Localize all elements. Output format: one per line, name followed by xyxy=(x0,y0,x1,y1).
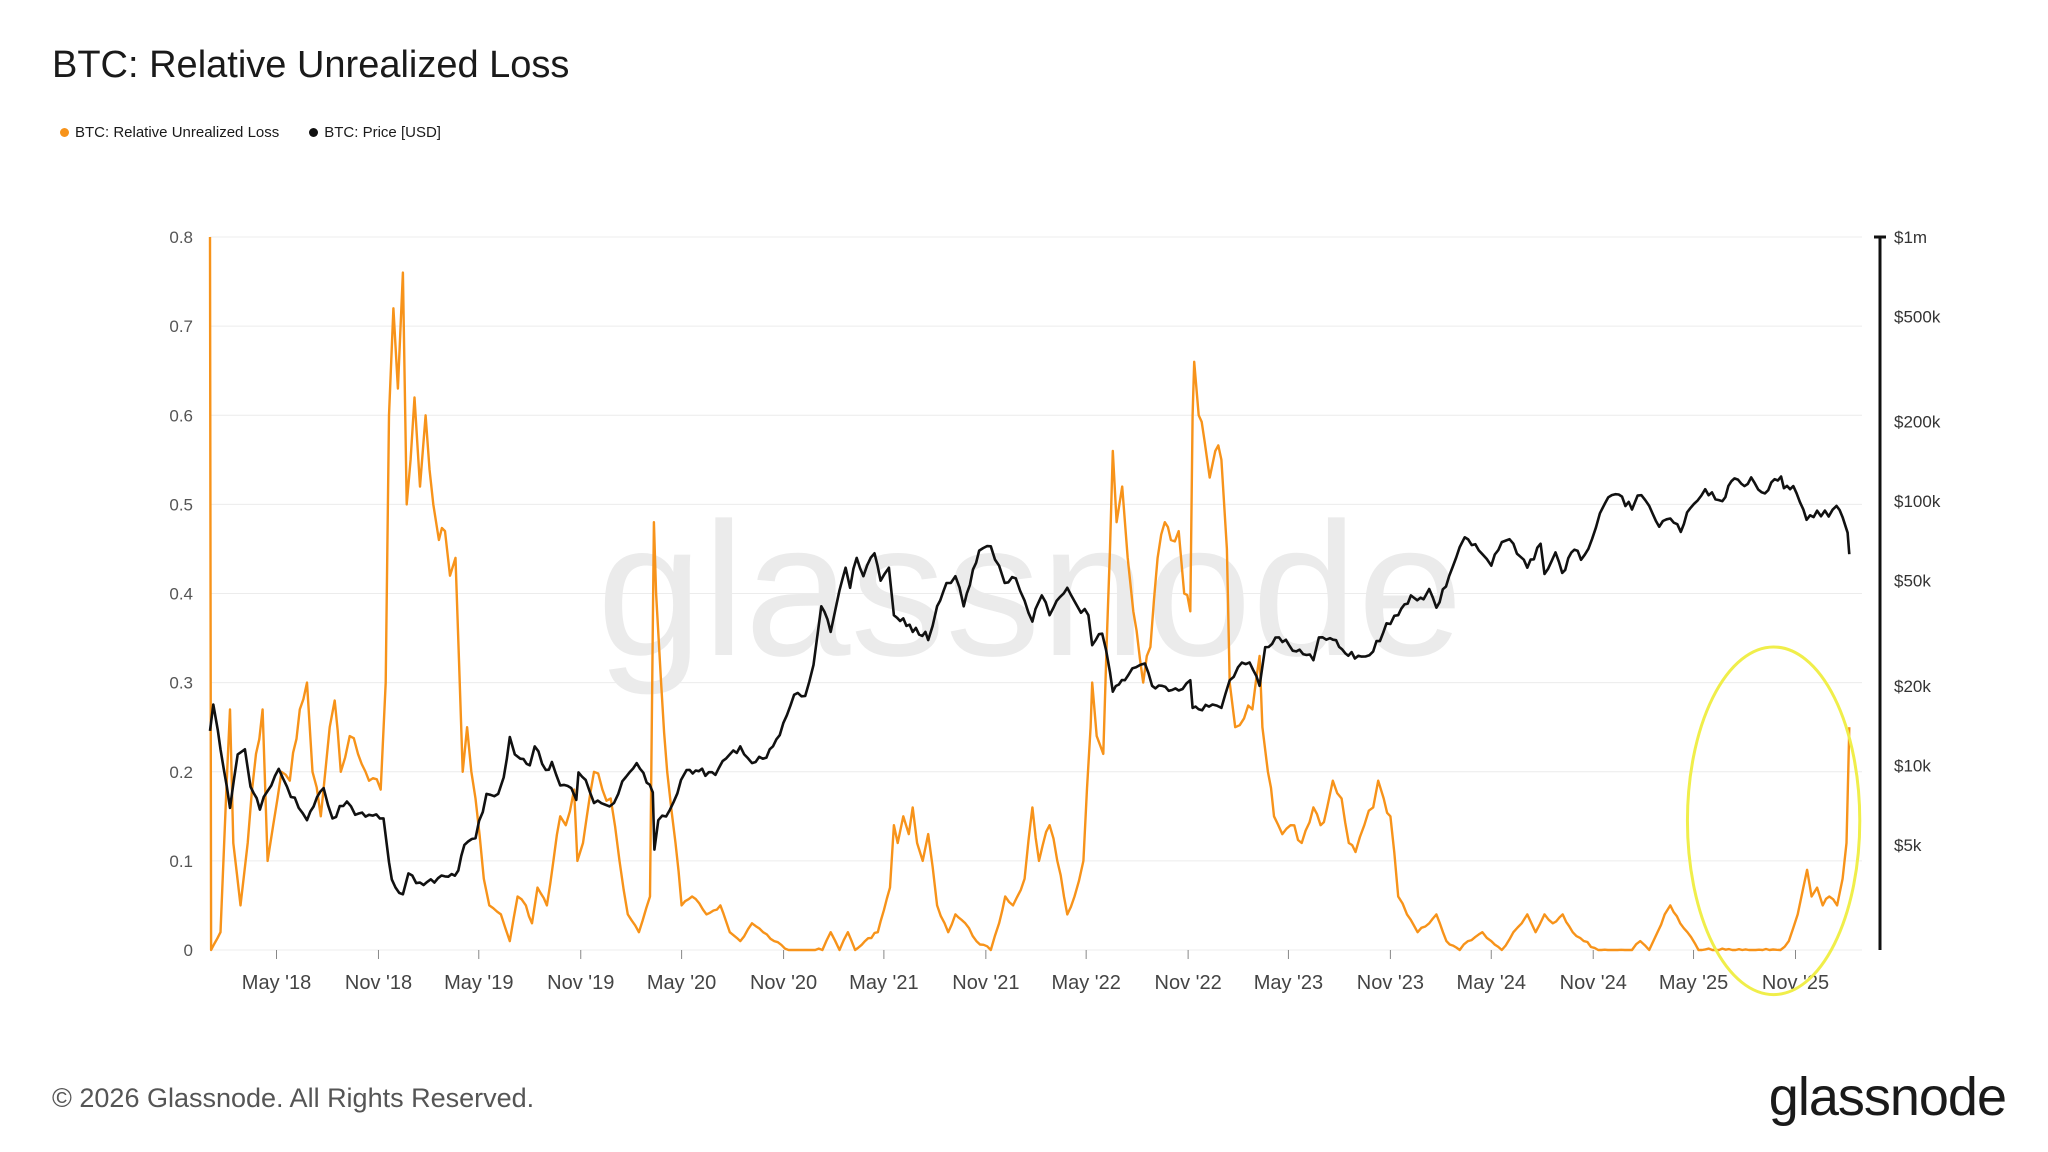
x-tick-label: May '18 xyxy=(242,972,311,994)
y-right-tick-label: $500k xyxy=(1894,308,1941,327)
x-tick-label: Nov '24 xyxy=(1560,972,1627,994)
annotation xyxy=(1685,645,1862,997)
glassnode-logo: glassnode xyxy=(1768,1067,2007,1127)
x-tick-label: Nov '21 xyxy=(952,972,1019,994)
watermark: glassnode xyxy=(597,484,1463,696)
x-tick-label: Nov '18 xyxy=(345,972,412,994)
y-left-tick-label: 0.5 xyxy=(169,495,193,514)
y-right-tick-label: $20k xyxy=(1894,677,1931,696)
legend-dot-orange xyxy=(60,128,69,137)
x-tick-label: May '20 xyxy=(647,972,716,994)
legend: BTC: Relative Unrealized Loss BTC: Price… xyxy=(60,124,441,141)
legend-item-price[interactable]: BTC: Price [USD] xyxy=(309,124,441,141)
y-left-tick-label: 0.1 xyxy=(169,852,193,871)
y-right-tick-label: $200k xyxy=(1894,413,1941,432)
y-left-tick-label: 0.6 xyxy=(169,406,193,425)
y-right-tick-label: $100k xyxy=(1894,492,1941,511)
x-tick-label: Nov '22 xyxy=(1155,972,1222,994)
x-tick-label: Nov '25 xyxy=(1762,972,1829,994)
legend-dot-black xyxy=(309,128,319,137)
x-tick-label: Nov '19 xyxy=(547,972,614,994)
x-tick-label: May '21 xyxy=(849,972,918,994)
x-tick-label: May '22 xyxy=(1051,972,1120,994)
grid xyxy=(210,236,1862,951)
x-tick-label: May '19 xyxy=(444,972,513,994)
y-left-tick-label: 0 xyxy=(184,941,193,960)
y-left-tick-label: 0.3 xyxy=(169,674,193,693)
copyright-text: © 2026 Glassnode. All Rights Reserved. xyxy=(52,1083,535,1113)
series-line-btc-price xyxy=(208,475,1851,896)
y-right-tick-label: $1m xyxy=(1894,228,1927,247)
legend-item-relative-unrealized-loss[interactable]: BTC: Relative Unrealized Loss xyxy=(60,124,279,141)
axes: 0 0.1 0.2 0.3 0.4 0.5 0.6 0.7 0.8 $5k $10k $20k $50k… xyxy=(169,228,1940,994)
x-tick-label: May '24 xyxy=(1457,972,1526,994)
y-left-tick-label: 0.2 xyxy=(169,763,193,782)
series-line-relative-unrealized-loss xyxy=(208,236,1851,952)
highlight-ellipse xyxy=(1685,645,1862,997)
y-left-tick-label: 0.8 xyxy=(169,228,193,247)
y-right-tick-label: $5k xyxy=(1894,836,1922,855)
y-left-tick-label: 0.7 xyxy=(169,317,193,336)
chart-title: BTC: Relative Unrealized Loss xyxy=(52,44,570,86)
series-layer xyxy=(208,236,1851,952)
y-right-tick-label: $10k xyxy=(1894,756,1931,775)
y-right-tick-label: $50k xyxy=(1894,572,1931,591)
y-left-tick-label: 0.4 xyxy=(169,585,193,604)
x-tick-label: May '25 xyxy=(1659,972,1728,994)
x-tick-label: Nov '20 xyxy=(750,972,817,994)
x-tick-label: Nov '23 xyxy=(1357,972,1424,994)
legend-label-relative-unrealized-loss: BTC: Relative Unrealized Loss xyxy=(75,124,280,141)
x-tick-label: May '23 xyxy=(1254,972,1323,994)
legend-label-price: BTC: Price [USD] xyxy=(324,124,441,141)
